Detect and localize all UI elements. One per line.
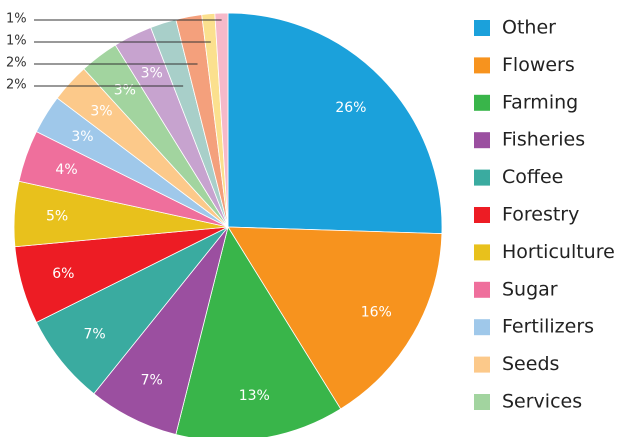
legend-label: Services bbox=[502, 391, 582, 413]
legend-swatch bbox=[474, 319, 490, 336]
legend-swatch bbox=[474, 281, 490, 298]
slice-label: 5% bbox=[46, 208, 68, 224]
legend-swatch bbox=[474, 207, 490, 223]
legend-swatch bbox=[474, 169, 490, 186]
slice-label: 7% bbox=[141, 372, 163, 388]
legend-label: Flowers bbox=[502, 54, 575, 76]
legend-label: Other bbox=[502, 17, 556, 39]
slice-label: 7% bbox=[84, 326, 106, 342]
slice-label: 3% bbox=[141, 66, 163, 82]
slice-label: 1% bbox=[6, 34, 27, 49]
slice-label: 2% bbox=[6, 78, 27, 93]
legend-swatch bbox=[474, 20, 490, 36]
pie-slice bbox=[175, 225, 342, 437]
legend-label: Sugar bbox=[502, 278, 558, 300]
slice-label: 3% bbox=[71, 129, 93, 145]
pie-slice bbox=[227, 12, 443, 235]
legend-label: Fertilizers bbox=[502, 316, 594, 338]
legend-swatch bbox=[474, 356, 490, 373]
slice-label: 16% bbox=[361, 305, 392, 321]
slice-label: 1% bbox=[6, 12, 27, 27]
pie-slice bbox=[227, 226, 443, 410]
slice-label: 3% bbox=[114, 82, 136, 98]
slice-label: 26% bbox=[335, 100, 366, 116]
legend-label: Horticulture bbox=[502, 241, 615, 263]
legend-label: Seeds bbox=[502, 353, 559, 375]
legend-label: Forestry bbox=[502, 204, 579, 226]
legend-label: Coffee bbox=[502, 166, 563, 188]
legend-label: Farming bbox=[502, 91, 578, 113]
pie-slice bbox=[214, 12, 229, 228]
legend-swatch bbox=[474, 94, 490, 111]
slice-label: 4% bbox=[55, 162, 77, 178]
slice-label: 3% bbox=[90, 104, 112, 120]
legend-swatch bbox=[474, 132, 490, 149]
slice-label: 2% bbox=[6, 56, 27, 71]
legend-swatch bbox=[474, 57, 490, 74]
legend-label: Fisheries bbox=[502, 129, 585, 151]
slice-label: 13% bbox=[239, 388, 270, 404]
slice-label: 6% bbox=[52, 266, 74, 282]
legend-swatch bbox=[474, 394, 490, 410]
legend-swatch bbox=[474, 244, 490, 261]
